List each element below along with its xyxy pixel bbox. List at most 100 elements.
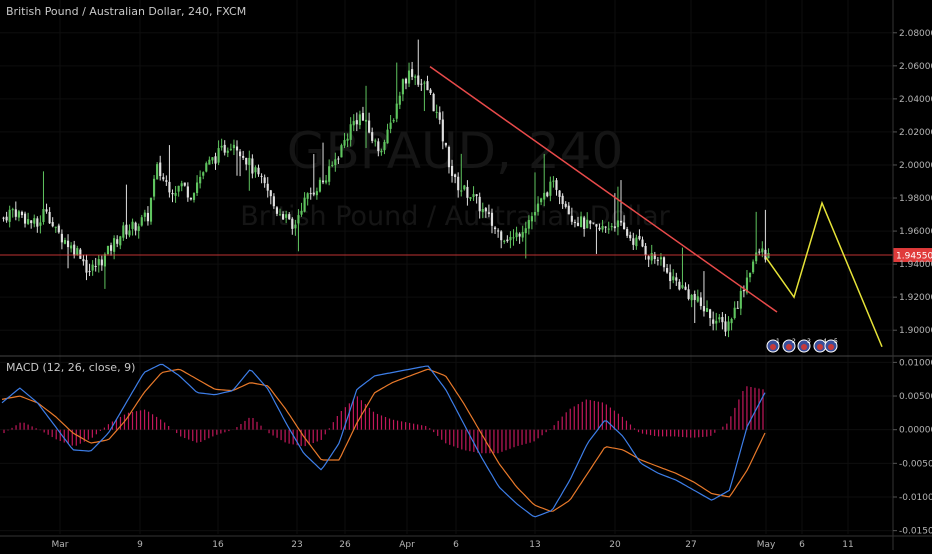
candle-body [183, 182, 186, 186]
candle-body [364, 119, 368, 122]
candle-body [361, 112, 365, 121]
candle-body [515, 232, 518, 238]
candle-body [343, 140, 346, 146]
event-icon[interactable]: 3 [797, 338, 811, 353]
candle-body [383, 142, 386, 151]
candle-body [589, 220, 592, 224]
candle-body [20, 211, 24, 216]
candle-body [702, 306, 706, 312]
watermark: GBPAUD, 240 British Pound / Australian D… [240, 122, 670, 232]
time-tick-label: 6 [453, 540, 459, 550]
price-tick-label: 2.00000 [899, 161, 932, 171]
candle-body [122, 225, 125, 238]
candle-body [88, 271, 91, 273]
watermark-name: British Pound / Australian Dollar [240, 201, 670, 232]
candle-body [573, 222, 577, 224]
candle-body [321, 180, 325, 183]
candle-body [156, 164, 159, 180]
candle-body [113, 238, 116, 252]
drawing-layer[interactable]: 1.94550 1 2 3 4 5 [0, 66, 932, 353]
candle-body [450, 165, 454, 176]
candle-body [552, 180, 555, 182]
candle-body [23, 213, 27, 224]
candle-body [232, 144, 236, 149]
candle-body [165, 180, 168, 182]
candle-body [635, 237, 638, 247]
candle-body [39, 222, 42, 226]
time-tick-label: 26 [339, 540, 351, 550]
candle-body [669, 272, 672, 282]
candle-body [742, 290, 745, 292]
candle-body [239, 151, 242, 157]
candle-body [567, 205, 570, 215]
trendline[interactable] [429, 66, 778, 313]
candle-body [401, 79, 404, 95]
event-icon[interactable]: 2 [782, 338, 796, 353]
candle-body [152, 178, 156, 197]
event-icon[interactable]: 4 [813, 338, 827, 353]
candle-body [447, 147, 451, 168]
candle-body [94, 266, 97, 268]
candle-body [647, 256, 650, 260]
candle-body [149, 198, 153, 222]
candle-body [616, 220, 620, 228]
candle-body [493, 227, 497, 230]
candle-body [681, 285, 684, 288]
candle-body [73, 244, 76, 256]
candle-body [641, 239, 644, 247]
candle-body [205, 163, 208, 172]
event-icon[interactable]: 5 [824, 338, 838, 353]
candle-body [106, 245, 110, 255]
candle-body [248, 157, 251, 166]
candle-body [758, 251, 761, 253]
projection-path[interactable] [765, 200, 883, 348]
candle-body [395, 103, 398, 119]
candle-body [109, 245, 113, 251]
macd-layer [1, 363, 766, 518]
candle-body [97, 259, 100, 266]
candle-body [263, 177, 266, 184]
candle-body [266, 183, 269, 191]
price-tick-label: 1.98000 [899, 194, 932, 204]
candle-body [36, 218, 39, 227]
candle-body [291, 218, 294, 229]
candle-body [748, 272, 752, 278]
candle-body [254, 167, 257, 173]
candle-body [202, 172, 205, 176]
candle-body [533, 211, 537, 216]
candle-body [128, 230, 131, 236]
candle-body [331, 164, 334, 166]
candle-body [407, 70, 411, 84]
candle-body [398, 95, 401, 105]
candle-body [490, 212, 494, 226]
candle-body [444, 142, 447, 146]
candle-body [2, 217, 5, 219]
price-tick-label: 2.06000 [899, 62, 932, 72]
candle-body [328, 166, 331, 182]
candle-body [272, 196, 275, 207]
watermark-symbol: GBPAUD, 240 [287, 122, 624, 180]
candle-body [595, 224, 598, 227]
candle-body [257, 167, 260, 175]
candle-body [656, 259, 659, 261]
candle-body [429, 89, 432, 94]
candle-body [543, 192, 546, 200]
event-icon[interactable]: 1 [766, 338, 780, 353]
candle-body [564, 203, 567, 207]
candle-body [337, 158, 340, 160]
candle-body [242, 155, 245, 158]
candle-body [696, 296, 699, 302]
candle-body [374, 140, 377, 142]
candle-body [300, 210, 303, 215]
candle-body [632, 238, 635, 245]
candle-body [79, 249, 82, 259]
candle-body [14, 209, 17, 217]
candle-body [368, 120, 371, 133]
candle-body [727, 321, 730, 331]
candle-body [684, 286, 687, 290]
